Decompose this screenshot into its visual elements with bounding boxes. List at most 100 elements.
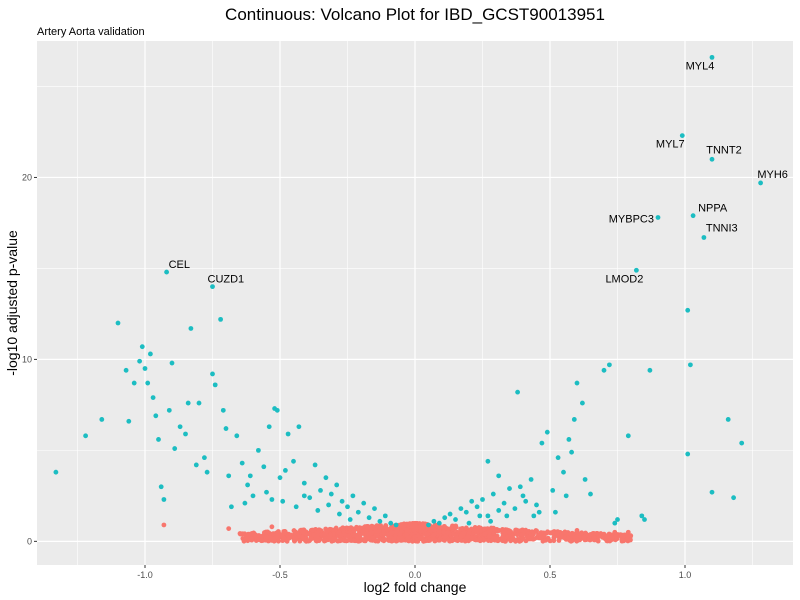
point-not-significant — [447, 538, 452, 544]
point-not-significant — [378, 524, 383, 529]
point-not-significant — [338, 532, 343, 538]
point-labeled-gene — [634, 267, 639, 273]
point-not-significant — [351, 528, 357, 534]
point-significant — [148, 351, 153, 357]
point-not-significant — [486, 538, 491, 543]
point-not-significant — [454, 535, 459, 541]
point-not-significant — [554, 531, 560, 537]
point-not-significant — [579, 530, 585, 536]
gene-label: LMOD2 — [605, 273, 643, 285]
point-significant — [366, 515, 372, 521]
point-significant — [463, 509, 469, 515]
point-not-significant — [513, 538, 518, 544]
point-not-significant — [539, 530, 545, 536]
point-significant — [453, 517, 458, 522]
point-not-significant — [368, 530, 374, 536]
point-not-significant — [538, 534, 544, 540]
point-significant — [242, 500, 248, 506]
point-not-significant — [575, 537, 581, 543]
point-not-significant — [364, 524, 370, 529]
point-significant — [161, 497, 167, 502]
point-not-significant — [432, 531, 438, 537]
point-significant — [688, 362, 693, 368]
y-axis-ticks: 0 10 20 — [22, 172, 37, 546]
point-significant — [266, 424, 272, 430]
point-not-significant — [530, 536, 536, 542]
point-not-significant — [346, 533, 352, 539]
x-axis-title: log2 fold change — [364, 579, 467, 595]
point-significant — [496, 473, 502, 479]
point-not-significant — [241, 538, 247, 544]
point-significant — [301, 480, 307, 486]
point-not-significant — [477, 536, 483, 542]
point-significant — [312, 462, 318, 468]
x-tick-label: 1.0 — [679, 570, 692, 580]
point-significant — [247, 473, 253, 479]
point-not-significant — [467, 528, 472, 533]
point-not-significant — [308, 536, 314, 541]
point-not-significant — [417, 535, 423, 541]
point-not-significant — [282, 529, 288, 535]
point-not-significant — [591, 531, 597, 536]
point-not-significant — [340, 525, 346, 531]
point-not-significant — [628, 537, 633, 543]
point-not-significant — [551, 538, 557, 544]
point-significant — [569, 449, 574, 455]
point-significant — [528, 477, 534, 482]
point-not-significant — [502, 538, 508, 544]
y-axis-title: -log10 adjusted p-value — [4, 230, 20, 376]
point-significant — [137, 358, 143, 364]
point-not-significant — [389, 530, 395, 536]
point-significant — [296, 424, 302, 430]
point-significant — [250, 493, 256, 499]
point-significant — [212, 382, 218, 388]
point-not-significant — [481, 537, 487, 543]
point-significant — [685, 307, 691, 313]
x-tick-label: 0.5 — [544, 570, 557, 580]
point-not-significant — [442, 524, 447, 530]
point-significant — [142, 366, 148, 371]
point-significant — [223, 426, 229, 431]
point-significant — [731, 495, 736, 501]
not-significant-points — [161, 520, 634, 544]
point-significant — [496, 508, 502, 513]
point-significant — [131, 380, 137, 386]
gene-label: NPPA — [698, 203, 728, 215]
point-significant — [480, 497, 485, 502]
point-significant — [293, 504, 299, 510]
point-not-significant — [393, 533, 398, 538]
point-significant — [193, 462, 199, 468]
point-significant — [326, 502, 331, 508]
point-significant — [99, 417, 105, 422]
point-significant — [561, 469, 566, 475]
point-significant — [361, 500, 367, 506]
point-not-significant — [386, 537, 392, 543]
point-significant — [185, 400, 191, 406]
point-not-significant — [618, 533, 623, 539]
point-significant — [347, 517, 353, 522]
gene-label: CUZD1 — [208, 274, 245, 286]
point-significant — [544, 429, 550, 435]
point-not-significant — [362, 538, 368, 544]
point-labeled-gene — [679, 133, 685, 139]
point-not-significant — [591, 537, 597, 543]
point-not-significant — [327, 533, 333, 539]
point-significant — [280, 498, 286, 504]
point-not-significant — [458, 534, 464, 539]
point-not-significant — [411, 527, 417, 533]
point-significant — [158, 484, 164, 490]
point-not-significant — [321, 537, 327, 543]
point-not-significant — [461, 530, 467, 536]
point-significant — [323, 475, 329, 481]
point-not-significant — [368, 526, 374, 532]
point-not-significant — [240, 531, 246, 537]
point-not-significant — [354, 524, 359, 530]
x-axis-ticks: -1.0 -0.5 0.0 0.5 1.0 — [137, 565, 691, 580]
point-significant — [318, 488, 323, 493]
point-significant — [477, 513, 483, 519]
point-not-significant — [360, 529, 365, 535]
point-not-significant — [383, 537, 389, 542]
point-not-significant — [558, 533, 564, 539]
point-not-significant — [314, 533, 320, 539]
point-not-significant — [256, 537, 261, 542]
